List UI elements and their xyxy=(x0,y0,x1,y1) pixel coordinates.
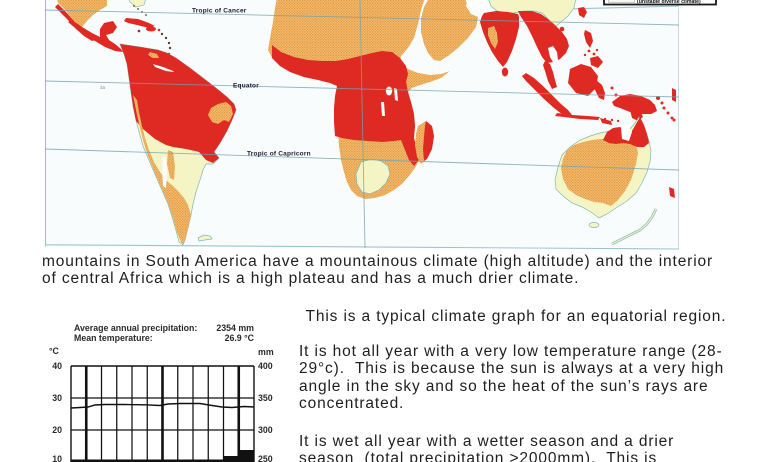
svg-text:Tropic of Cancer: Tropic of Cancer xyxy=(192,8,247,15)
svg-text:400: 400 xyxy=(258,361,273,371)
svg-text:Equator: Equator xyxy=(233,83,259,90)
svg-text:20: 20 xyxy=(52,425,62,435)
svg-text:250: 250 xyxy=(258,454,273,462)
svg-text:°C: °C xyxy=(49,346,60,356)
svg-text:Mean temperature:: Mean temperature: xyxy=(74,333,153,343)
svg-text:30: 30 xyxy=(52,393,62,403)
svg-text:10: 10 xyxy=(52,454,62,462)
svg-text:2354 mm: 2354 mm xyxy=(216,323,254,333)
svg-text:26.9 °C: 26.9 °C xyxy=(225,333,255,343)
svg-text:Average annual precipitation:: Average annual precipitation: xyxy=(74,323,197,333)
svg-text:mm: mm xyxy=(258,347,274,357)
svg-text:40: 40 xyxy=(52,361,62,371)
svg-text:300: 300 xyxy=(258,425,273,435)
svg-text:(unstable diverse climate): (unstable diverse climate) xyxy=(637,0,701,5)
svg-text:3a: 3a xyxy=(100,85,106,90)
svg-text:350: 350 xyxy=(258,393,273,403)
svg-text:Tropic of Capricorn: Tropic of Capricorn xyxy=(247,151,311,158)
